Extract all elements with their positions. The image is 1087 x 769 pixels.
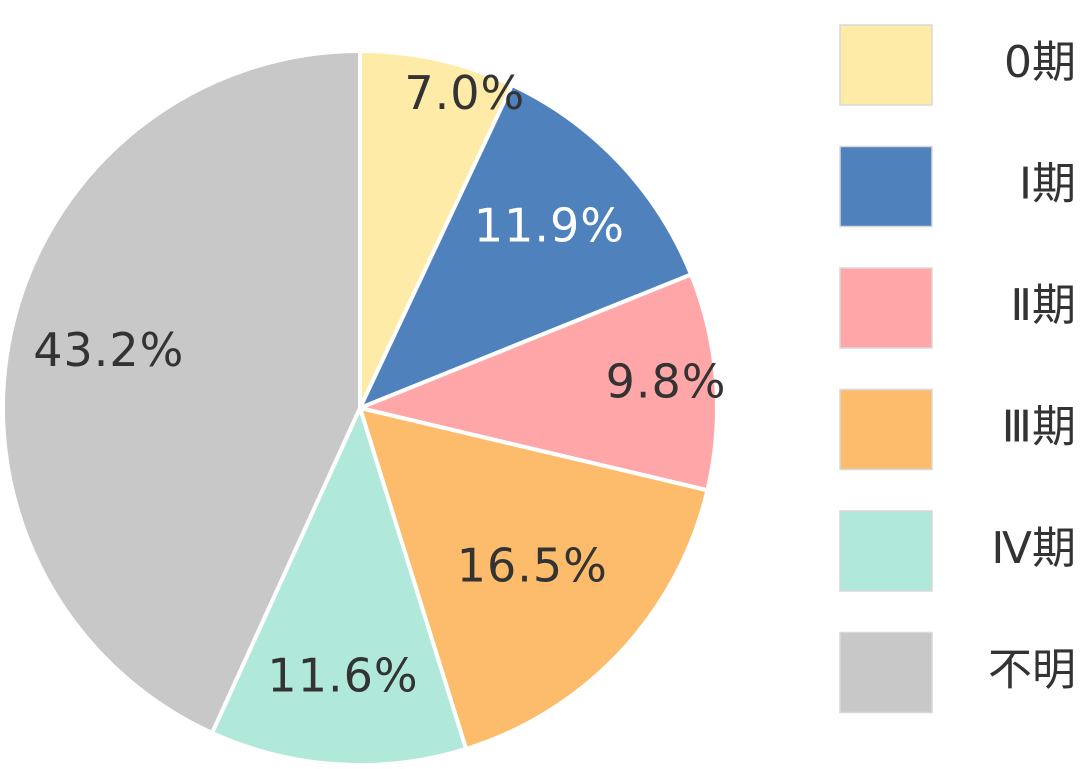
pie-slice xyxy=(210,406,469,768)
pie-slice xyxy=(358,272,719,493)
slice-value-label: 43.2% xyxy=(33,323,184,377)
slice-value-label: 11.6% xyxy=(267,648,418,702)
slice-value-label: 7.0% xyxy=(404,66,525,120)
pie-slice xyxy=(358,406,710,751)
slice-value-label: 11.9% xyxy=(474,199,625,253)
legend-swatch xyxy=(839,631,933,714)
legend-swatch xyxy=(839,510,933,592)
legend-swatch xyxy=(839,267,933,349)
legend-swatch xyxy=(839,24,933,106)
legend-label: Ⅰ期 xyxy=(1019,159,1076,210)
slice-value-label: 9.8% xyxy=(606,354,727,408)
slice-value-label: 16.5% xyxy=(457,538,608,592)
pie-slice xyxy=(358,82,694,410)
legend-label: Ⅲ期 xyxy=(1002,402,1076,453)
legend-label: 0期 xyxy=(1004,37,1076,88)
pie-slices xyxy=(1,49,719,768)
legend-swatch xyxy=(839,145,933,228)
pie-slice xyxy=(358,49,514,410)
legend-label: 不明 xyxy=(988,645,1076,696)
pie-slice xyxy=(1,49,362,735)
legend-label: Ⅳ期 xyxy=(991,523,1076,574)
legend-swatch xyxy=(839,388,933,471)
legend-label: Ⅱ期 xyxy=(1010,280,1076,331)
pie-value-labels: 7.0% 11.9% 9.8% 16.5% 11.6% 43.2% xyxy=(33,66,727,702)
